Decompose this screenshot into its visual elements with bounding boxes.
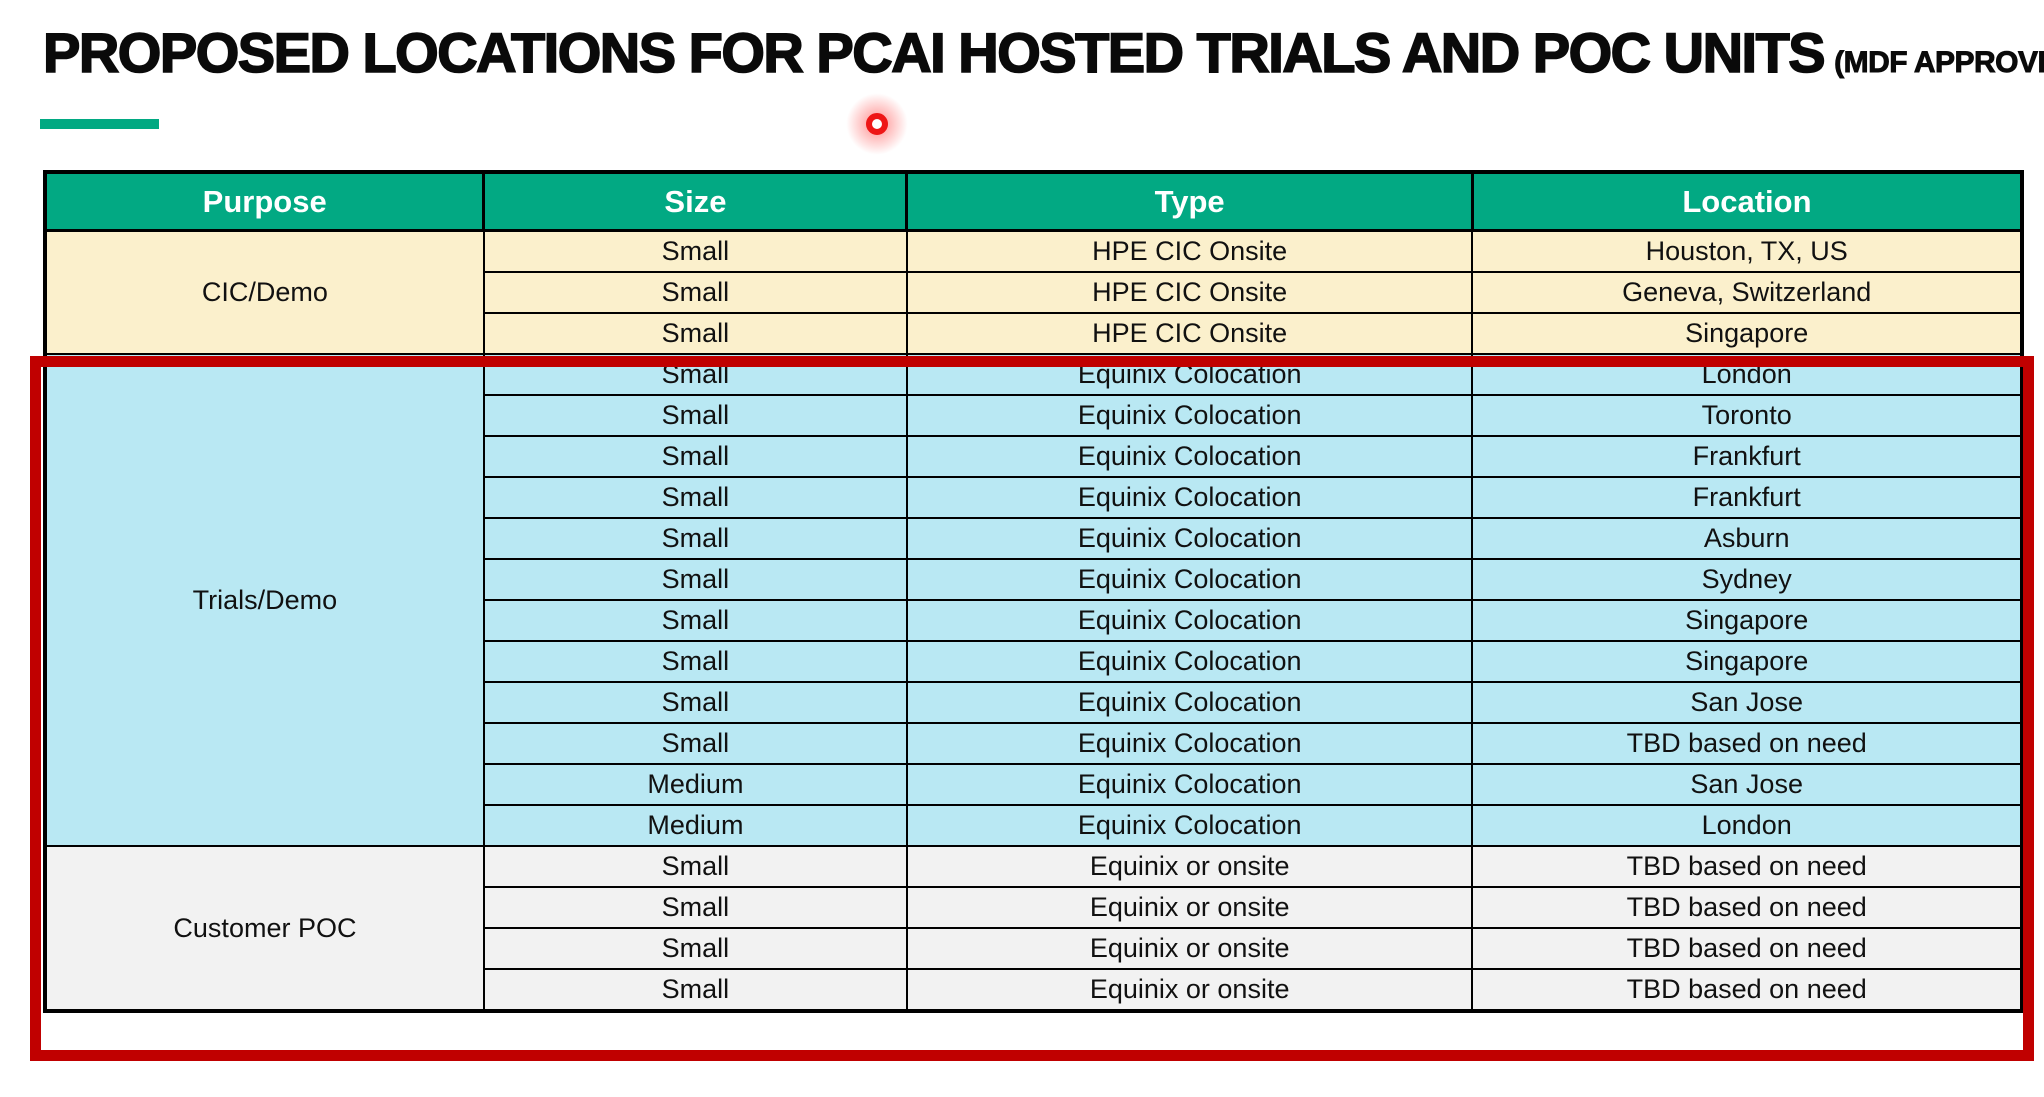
type-cell: Equinix Colocation bbox=[905, 558, 1474, 601]
size-cell: Small bbox=[482, 886, 908, 929]
size-cell: Small bbox=[482, 229, 908, 273]
type-cell: Equinix Colocation bbox=[905, 804, 1474, 847]
size-cell: Medium bbox=[482, 763, 908, 806]
size-cell: Small bbox=[482, 968, 908, 1012]
type-cell: Equinix Colocation bbox=[905, 517, 1474, 560]
type-cell: Equinix Colocation bbox=[905, 640, 1474, 683]
type-cell: Equinix Colocation bbox=[905, 681, 1474, 724]
table-row: CIC/Demo Small HPE CIC Onsite Houston, TX, … bbox=[44, 229, 2023, 355]
locations-table: Purpose Size Type Location CIC/Demo Small HPE… bbox=[43, 170, 2024, 1013]
size-cell: Small bbox=[482, 517, 908, 560]
location-cell: Frankfurt bbox=[1471, 476, 2023, 519]
title-accent-underline bbox=[40, 119, 159, 129]
size-cell: Small bbox=[482, 312, 908, 355]
purpose-cell: Customer POC bbox=[44, 845, 485, 1012]
type-cell: Equinix or onsite bbox=[905, 845, 1474, 888]
location-cell: Toronto bbox=[1471, 394, 2023, 437]
location-cell: Singapore bbox=[1471, 640, 2023, 683]
location-cell: Singapore bbox=[1471, 312, 2023, 355]
location-cell: TBD based on need bbox=[1471, 927, 2023, 970]
location-cell: Frankfurt bbox=[1471, 435, 2023, 478]
laser-pointer-dot-icon bbox=[866, 113, 888, 135]
size-cell: Small bbox=[482, 722, 908, 765]
location-cell: Geneva, Switzerland bbox=[1471, 271, 2023, 314]
table-row: Small Equinix or onsite TBD based on need bbox=[45, 968, 2023, 1012]
page-title-main: PROPOSED LOCATIONS FOR PCAI HOSTED TRIAL… bbox=[42, 21, 1826, 84]
table-row: Small Equinix Colocation Singapore bbox=[45, 599, 2023, 642]
type-cell: HPE CIC Onsite bbox=[905, 312, 1474, 355]
size-cell: Small bbox=[482, 435, 908, 478]
location-cell: TBD based on need bbox=[1471, 845, 2023, 888]
size-cell: Small bbox=[482, 599, 908, 642]
size-cell: Small bbox=[482, 558, 908, 601]
table-row: Small Equinix Colocation Singapore bbox=[45, 640, 2023, 683]
table-row: Customer POC Small Equinix or onsite TBD ba… bbox=[44, 845, 2023, 1012]
type-cell: Equinix Colocation bbox=[905, 353, 1474, 396]
location-cell: Houston, TX, US bbox=[1471, 229, 2023, 273]
table-row: Trials/Demo Small Equinix Colocation London bbox=[44, 353, 2023, 847]
location-cell: TBD based on need bbox=[1471, 886, 2023, 929]
table-header-row: Purpose Size Type Location bbox=[43, 170, 2024, 232]
location-cell: London bbox=[1471, 353, 2023, 396]
table-row: Small HPE CIC Onsite Geneva, Switzerland bbox=[45, 271, 2023, 314]
column-header-size: Size bbox=[482, 170, 909, 232]
type-cell: HPE CIC Onsite bbox=[905, 229, 1474, 273]
location-cell: TBD based on need bbox=[1471, 968, 2023, 1012]
purpose-cell: CIC/Demo bbox=[44, 229, 485, 355]
type-cell: Equinix Colocation bbox=[905, 722, 1474, 765]
location-cell: San Jose bbox=[1471, 763, 2023, 806]
size-cell: Small bbox=[482, 681, 908, 724]
size-cell: Small bbox=[482, 271, 908, 314]
type-cell: Equinix Colocation bbox=[905, 599, 1474, 642]
type-cell: Equinix Colocation bbox=[905, 435, 1474, 478]
location-cell: Asburn bbox=[1471, 517, 2023, 560]
type-cell: Equinix Colocation bbox=[905, 763, 1474, 806]
column-header-location: Location bbox=[1470, 170, 2024, 232]
size-cell: Small bbox=[482, 927, 908, 970]
location-cell: Singapore bbox=[1471, 599, 2023, 642]
type-cell: Equinix or onsite bbox=[905, 886, 1474, 929]
location-cell: London bbox=[1471, 804, 2023, 847]
size-cell: Small bbox=[482, 845, 908, 888]
size-cell: Small bbox=[482, 394, 908, 437]
type-cell: Equinix Colocation bbox=[905, 476, 1474, 519]
type-cell: HPE CIC Onsite bbox=[905, 271, 1474, 314]
size-cell: Small bbox=[482, 476, 908, 519]
page-title-suffix: (MDF APPROVED) bbox=[1834, 46, 2044, 80]
type-cell: Equinix Colocation bbox=[905, 394, 1474, 437]
table-row: Small Equinix or onsite TBD based on need bbox=[45, 886, 2023, 929]
type-cell: Equinix or onsite bbox=[905, 927, 1474, 970]
size-cell: Medium bbox=[482, 804, 908, 847]
table-row: Small Equinix Colocation Asburn bbox=[45, 517, 2023, 560]
size-cell: Small bbox=[482, 640, 908, 683]
size-cell: Small bbox=[482, 353, 908, 396]
purpose-cell: Trials/Demo bbox=[44, 353, 485, 847]
location-cell: TBD based on need bbox=[1471, 722, 2023, 765]
type-cell: Equinix or onsite bbox=[905, 968, 1474, 1012]
column-header-type: Type bbox=[905, 170, 1474, 232]
location-cell: San Jose bbox=[1471, 681, 2023, 724]
page-title: PROPOSED LOCATIONS FOR PCAI HOSTED TRIAL… bbox=[42, 21, 2044, 84]
location-cell: Sydney bbox=[1471, 558, 2023, 601]
column-header-purpose: Purpose bbox=[43, 170, 486, 232]
